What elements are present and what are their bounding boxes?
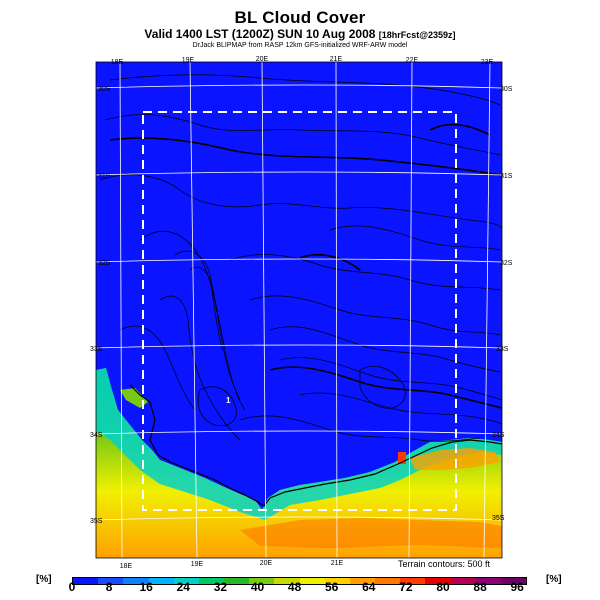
colorbar-tick-label: 24 xyxy=(176,580,190,594)
chart-title: BL Cloud Cover xyxy=(234,8,366,27)
right-lat-label: 30S xyxy=(500,86,513,93)
model-credit: DrJack BLIPMAP from RASP 12km GFS-initia… xyxy=(192,42,408,49)
terrain-contours xyxy=(99,74,502,442)
colorbar-tick-label: 72 xyxy=(399,580,413,594)
top-lon-label: 23E xyxy=(481,59,494,66)
valid-time: Valid 1400 LST (1200Z) SUN 10 Aug 2008 xyxy=(144,27,379,41)
colorbar-swatch xyxy=(173,578,199,584)
colorbar-swatch xyxy=(324,578,350,584)
left-lat-label: 31S xyxy=(98,173,111,180)
colorbar-unit-right: [%] xyxy=(546,574,562,585)
colorbar-swatch xyxy=(198,578,225,584)
colorbar-tick-label: 56 xyxy=(325,580,339,594)
left-lat-label: 32S xyxy=(98,260,111,267)
colorbar-tick-label: 40 xyxy=(250,580,265,594)
top-lon-label: 19E xyxy=(182,57,195,64)
colorbar-tick-label: 16 xyxy=(139,580,153,594)
colorbar-swatch xyxy=(349,578,376,584)
colorbar-swatch xyxy=(500,578,527,584)
colorbar-swatch xyxy=(425,578,451,584)
coastal-cyan-band xyxy=(96,368,502,520)
colorbar-tick-label: 32 xyxy=(213,580,228,594)
right-lat-label: 34S xyxy=(492,432,505,439)
colorbar-tick-label: 96 xyxy=(510,580,524,594)
red-cell xyxy=(398,452,406,464)
terrain-contour-note: Terrain contours: 500 ft xyxy=(398,559,491,569)
map-frame xyxy=(95,61,503,559)
chart-subtitle: Valid 1400 LST (1200Z) SUN 10 Aug 2008 [… xyxy=(0,27,600,41)
left-lat-label: 30S xyxy=(98,86,111,93)
bottom-lon-label: 19E xyxy=(191,561,204,568)
left-lat-label: 35S xyxy=(90,518,103,525)
right-lat-label: 31S xyxy=(500,173,513,180)
colorbar-swatch xyxy=(450,578,476,584)
colorbar-swatch xyxy=(475,578,501,584)
colorbar-swatch xyxy=(123,578,149,584)
colorbar-swatch xyxy=(249,578,275,584)
colorbar-swatch xyxy=(73,578,99,584)
right-lat-label: 32S xyxy=(500,260,513,267)
colorbar-tick-label: 0 xyxy=(68,580,76,594)
terrain-contours-major xyxy=(109,123,502,409)
bottom-lon-label: 20E xyxy=(260,560,273,567)
colorbar-swatch xyxy=(148,578,174,584)
bottom-lon-label: 21E xyxy=(331,560,344,567)
colorbar-swatch xyxy=(98,578,124,584)
coastline xyxy=(129,384,502,507)
orange-patch-south xyxy=(240,518,502,548)
right-lat-label: 35S xyxy=(492,515,505,522)
lat-lon-grid xyxy=(96,62,502,558)
colorbar-tick-label: 64 xyxy=(362,580,376,594)
left-lat-label: 34S xyxy=(90,432,103,439)
location-marker-label: 1 xyxy=(226,396,231,405)
colorbar xyxy=(72,577,527,585)
forecast-info: [18hrFcst@2359z] xyxy=(378,30,456,40)
right-lat-label: 33S xyxy=(496,346,509,353)
colorbar-swatch xyxy=(375,578,401,584)
top-lon-label: 18E xyxy=(111,59,124,66)
top-lon-label: 22E xyxy=(406,57,419,64)
colorbar-swatch xyxy=(400,578,426,584)
green-patch-west xyxy=(120,388,148,408)
domain-boundary xyxy=(142,111,457,511)
colorbar-tick-label: 8 xyxy=(105,580,113,594)
left-lat-label: 33S xyxy=(90,346,103,353)
colorbar-unit-left: [%] xyxy=(36,574,52,585)
colorbar-swatch xyxy=(224,578,250,584)
colorbar-tick-label: 88 xyxy=(473,580,487,594)
colorbar-swatch xyxy=(299,578,325,584)
colorbar-tick-label: 80 xyxy=(436,580,450,594)
top-lon-label: 21E xyxy=(330,56,343,63)
bottom-lon-label: 18E xyxy=(120,563,133,570)
colorbar-swatch xyxy=(274,578,300,584)
top-lon-label: 20E xyxy=(256,56,269,63)
colorbar-tick-label: 48 xyxy=(287,580,302,594)
